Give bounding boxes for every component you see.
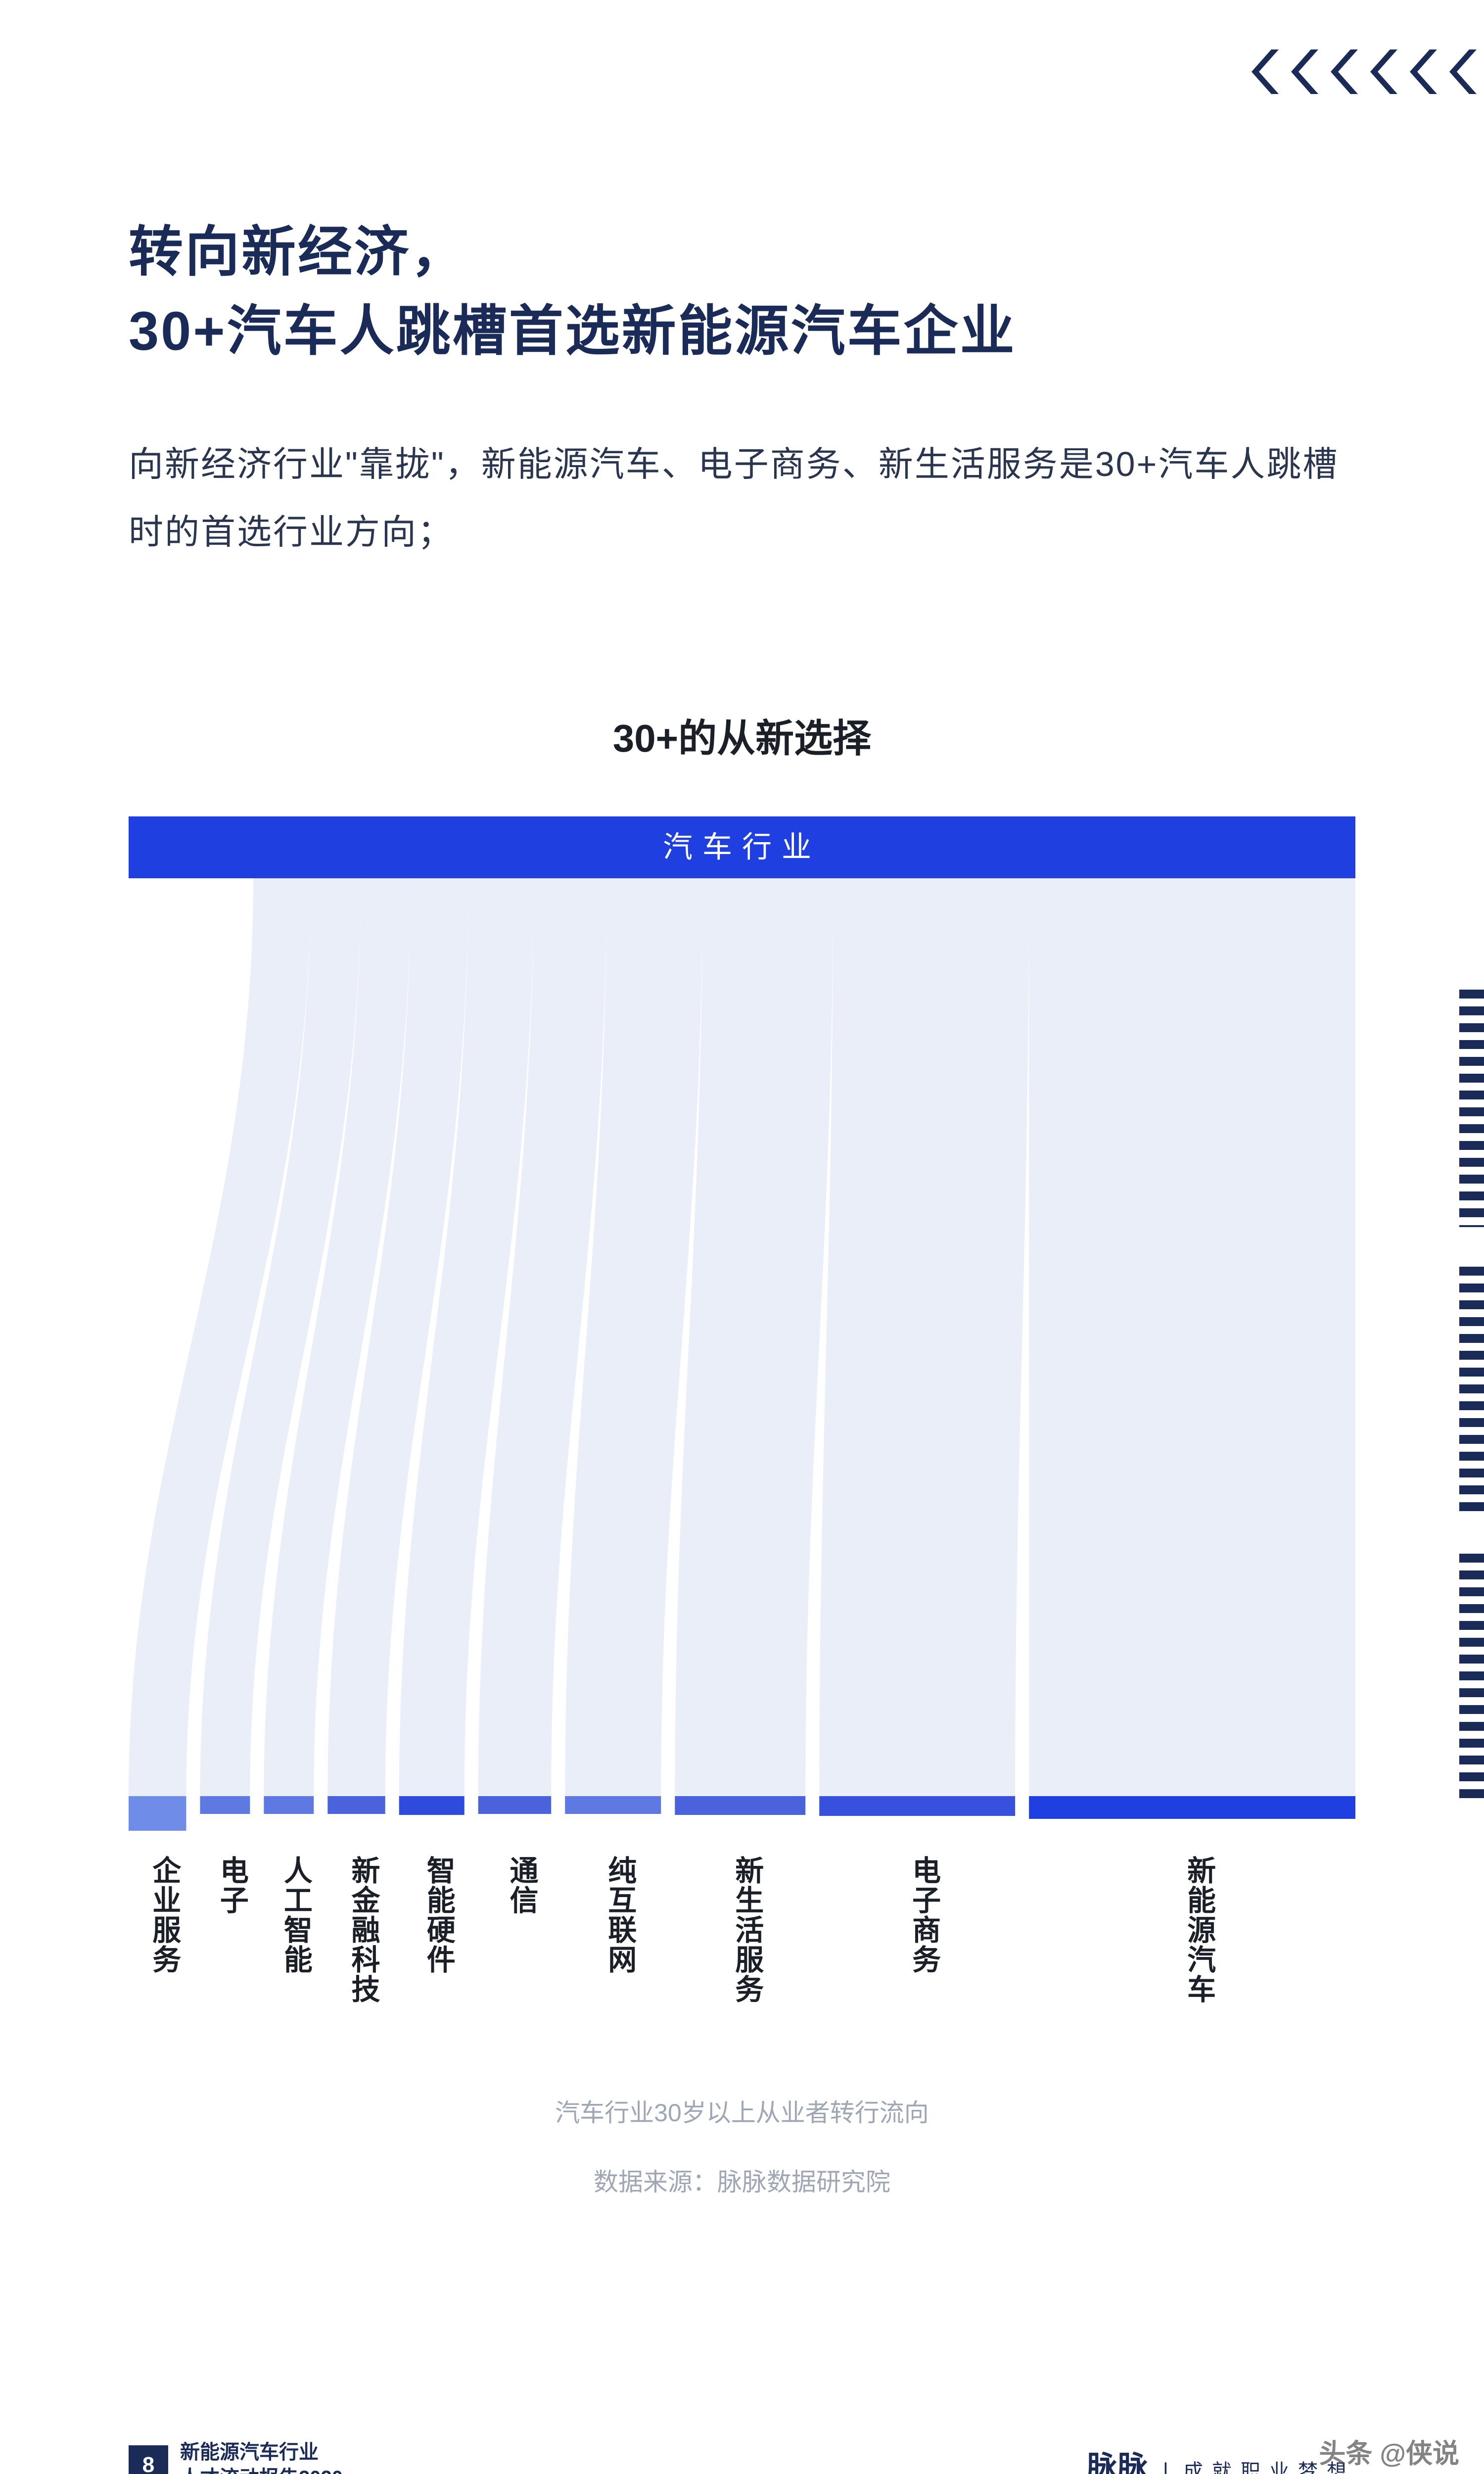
sankey-target-label: 新能源汽车 [1178, 1856, 1219, 2004]
sankey-labels: 企业服务电子人工智能新金融科技智能硬件通信 纯互联网 新生活服务 电子商务 新能源汽车 [129, 1856, 1355, 2024]
footer-left: 8 新能源汽车行业 人才流动报告2020 [129, 2439, 343, 2474]
chart-caption-1: 汽车行业30岁以上从业者转行流向 [0, 2093, 1484, 2129]
chevron-left-icon [1405, 45, 1444, 99]
chevron-left-icon [1286, 45, 1326, 99]
chevron-left-icon [1326, 45, 1365, 99]
body-text: 向新经济行业"靠拢"，新能源汽车、电子商务、新生活服务是30+汽车人跳槽时的首选… [129, 430, 1355, 566]
sankey-target-label: 电子商务 [903, 1856, 944, 1974]
sankey-target-label: 人工智能 [275, 1856, 316, 1974]
sankey-target-label: 电子 [211, 1856, 252, 1915]
footer-divider: | [1163, 2459, 1168, 2474]
side-stripe [1459, 1554, 1484, 1801]
sankey-target-label: 智能硬件 [417, 1856, 459, 1974]
title-line-1: 转向新经济， [129, 213, 1355, 292]
chevrons-top [1247, 45, 1484, 99]
footer-brand: 脉脉 [1087, 2442, 1148, 2474]
side-stripe [1459, 990, 1484, 1227]
side-stripe [1459, 1267, 1484, 1514]
title-block: 转向新经济， 30+汽车人跳槽首选新能源汽车企业 [129, 213, 1355, 371]
svg-text:汽车行业: 汽车行业 [663, 830, 821, 863]
chart-title: 30+的从新选择 [0, 708, 1484, 763]
title-line-2: 30+汽车人跳槽首选新能源汽车企业 [129, 292, 1355, 371]
sankey-target-label: 新生活服务 [726, 1856, 767, 2004]
footer-title-2: 人才流动报告2020 [180, 2465, 343, 2474]
chevron-left-icon [1247, 45, 1286, 99]
chevron-left-icon [1365, 45, 1405, 99]
sankey-target-label: 通信 [500, 1856, 542, 1915]
watermark: 头条 @侠说 [1319, 2431, 1459, 2471]
sankey-svg: 汽车行业 [129, 816, 1355, 1846]
sankey-target-label: 企业服务 [143, 1856, 185, 1974]
footer-titles: 新能源汽车行业 人才流动报告2020 [180, 2439, 343, 2474]
sankey-target-label: 纯互联网 [599, 1856, 640, 1974]
chart-caption-2: 数据来源：脉脉数据研究院 [0, 2162, 1484, 2198]
chevron-left-icon [1444, 45, 1484, 99]
sankey-target-label: 新金融科技 [342, 1856, 384, 2004]
page: 转向新经济， 30+汽车人跳槽首选新能源汽车企业 向新经济行业"靠拢"，新能源汽… [0, 0, 1484, 2474]
footer-right: 脉脉 | 成就职业梦想 [1087, 2442, 1355, 2474]
sankey-chart: 汽车行业 [129, 816, 1355, 1846]
page-number-badge: 8 [129, 2445, 168, 2474]
footer-title-1: 新能源汽车行业 [180, 2439, 343, 2465]
